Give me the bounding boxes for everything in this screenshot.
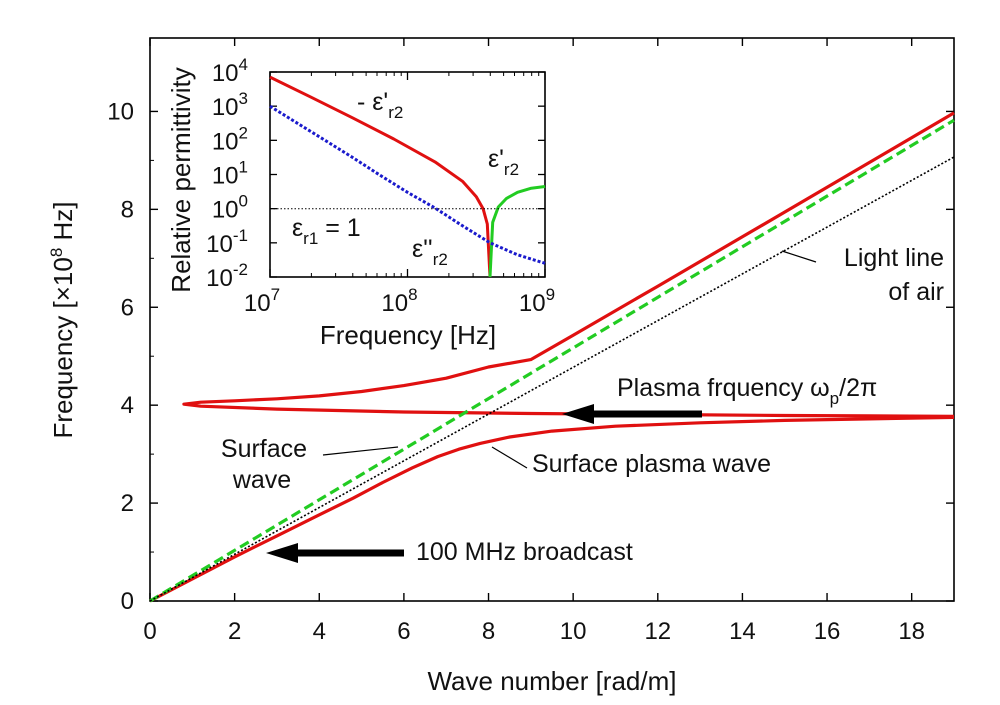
inset-x-axis-label: Frequency [Hz] bbox=[320, 320, 496, 350]
annotation-surface-wave-1: Surface bbox=[221, 435, 307, 463]
annotation-light-line-1: Light line bbox=[844, 244, 944, 272]
main-series-line-1 bbox=[182, 111, 955, 418]
main-x-tick-label: 12 bbox=[644, 618, 671, 645]
inset-y-tick-label: 104 bbox=[212, 55, 248, 87]
annotation-surface-wave-2: wave bbox=[232, 466, 291, 494]
main-x-tick-label: 4 bbox=[313, 618, 326, 645]
main-x-tick-label: 2 bbox=[228, 618, 241, 645]
inset-y-tick-label: 10-1 bbox=[206, 226, 248, 258]
main-series-line-3 bbox=[149, 156, 955, 602]
annotation-eps-prime: ε'r2 bbox=[488, 145, 519, 179]
inset-y-axis-label: Relative permittivity bbox=[166, 67, 196, 292]
inset-y-tick-label: 102 bbox=[212, 123, 248, 155]
inset-x-tick-label: 108 bbox=[381, 285, 417, 317]
inset-y-tick-label: 10-2 bbox=[206, 260, 248, 292]
main-y-tick-label: 10 bbox=[107, 98, 134, 125]
annotation-eps-dprime: ε''r2 bbox=[412, 235, 448, 269]
inset-background bbox=[270, 72, 545, 277]
inset-series-line-2 bbox=[269, 104, 546, 265]
main-ticks: 0 2 4 6 8 10 12 14 16 18 0 2 4 6 8 10 bbox=[107, 38, 954, 645]
annotation-broadcast: 100 MHz broadcast bbox=[416, 538, 633, 566]
plasma-frequency-arrow bbox=[562, 404, 702, 424]
annotation-eps-r1: εr1 = 1 bbox=[292, 214, 361, 248]
main-y-tick-label: 4 bbox=[121, 392, 134, 419]
main-y-tick-label: 2 bbox=[121, 490, 134, 517]
surface-plasma-pointer bbox=[491, 446, 528, 469]
surface-wave-pointer bbox=[322, 446, 399, 456]
main-y-tick-label: 8 bbox=[121, 196, 134, 223]
inset-series-line-1 bbox=[488, 185, 546, 278]
main-x-tick-label: 16 bbox=[814, 618, 841, 645]
light-line-pointer bbox=[781, 250, 817, 263]
main-series-line-2 bbox=[149, 118, 955, 603]
broadcast-arrow bbox=[266, 543, 404, 563]
inset-series bbox=[269, 75, 546, 278]
inset-y-tick-label: 100 bbox=[212, 192, 248, 224]
inset-x-tick-label: 109 bbox=[519, 285, 555, 317]
inset-series-line-0 bbox=[269, 75, 492, 278]
annotation-surface-plasma-wave: Surface plasma wave bbox=[532, 450, 771, 478]
annotation-light-line-2: of air bbox=[888, 278, 944, 306]
main-x-tick-label: 8 bbox=[482, 618, 495, 645]
annotation-plasma-frequency: Plasma frquency ωp/2π bbox=[617, 374, 877, 408]
annotation-neg-eps-prime: - ε'r2 bbox=[357, 88, 403, 122]
main-y-tick-label: 0 bbox=[121, 588, 134, 615]
main-x-tick-label: 6 bbox=[397, 618, 410, 645]
main-series bbox=[149, 111, 955, 603]
main-y-axis-label: Frequency [×108 Hz] bbox=[47, 201, 78, 438]
main-y-tick-label: 6 bbox=[121, 294, 134, 321]
inset-x-tick-label: 107 bbox=[244, 285, 280, 317]
main-x-tick-label: 18 bbox=[898, 618, 925, 645]
main-series-line-0 bbox=[149, 415, 955, 603]
inset-y-tick-label: 103 bbox=[212, 89, 248, 121]
main-plot-frame bbox=[149, 37, 955, 602]
main-x-tick-label: 0 bbox=[143, 618, 156, 645]
main-x-tick-label: 10 bbox=[560, 618, 587, 645]
inset-y-tick-label: 101 bbox=[212, 158, 248, 190]
main-x-tick-label: 14 bbox=[729, 618, 756, 645]
main-x-axis-label: Wave number [rad/m] bbox=[427, 666, 676, 696]
